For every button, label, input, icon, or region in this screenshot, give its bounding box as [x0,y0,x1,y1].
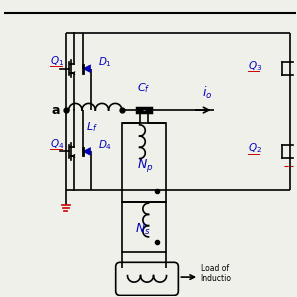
Text: $Q_2$: $Q_2$ [247,142,262,155]
Text: $D_1$: $D_1$ [98,55,112,69]
Bar [122,123,166,202]
Text: a: a [51,104,60,116]
Text: $i_o$: $i_o$ [203,85,213,101]
Polygon shape [83,65,91,72]
Bar [122,202,166,252]
Text: $D_4$: $D_4$ [98,138,113,152]
Text: $N_s$: $N_s$ [135,222,151,237]
Text: $C_f$: $C_f$ [137,81,151,95]
Text: Load of
Inductio: Load of Inductio [200,263,232,283]
Text: $Q_3$: $Q_3$ [247,59,262,73]
Polygon shape [83,148,91,155]
Text: $N_p$: $N_p$ [137,157,154,174]
Text: $Q_4$: $Q_4$ [50,137,64,151]
Text: $Q_1$: $Q_1$ [50,54,64,68]
Text: $L_f$: $L_f$ [86,120,98,134]
